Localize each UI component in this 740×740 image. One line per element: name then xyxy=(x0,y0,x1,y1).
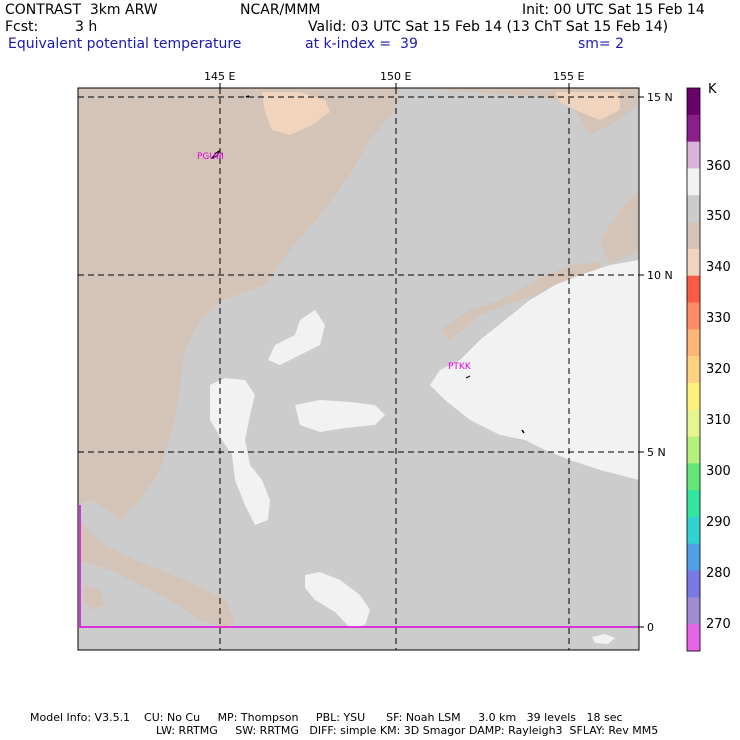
colorbar-label-360: 360 xyxy=(706,159,731,174)
colorbar-label-270: 270 xyxy=(706,617,731,632)
field-name: Equivalent potential temperature xyxy=(8,36,242,52)
lat-label-5n: 5 N xyxy=(647,446,666,459)
model-info-line2: LW: RRTMG SW: RRTMG DIFF: simple KM: 3D … xyxy=(156,724,659,737)
organization-label: NCAR/MMM xyxy=(240,2,321,18)
colorbar-frame xyxy=(686,87,701,652)
colorbar-swatch xyxy=(687,409,700,438)
level-index: at k-index = 39 xyxy=(305,36,418,52)
colorbar-swatch xyxy=(687,490,700,518)
colorbar-swatch xyxy=(687,222,700,250)
colorbar-swatch xyxy=(687,141,700,169)
contour-fill-360-island3 xyxy=(295,400,385,432)
contour-fill-340 xyxy=(78,88,400,520)
lat-label-15n: 15 N xyxy=(647,91,673,104)
colorbar-swatch xyxy=(687,436,700,464)
colorbar-swatch xyxy=(687,329,700,357)
contour-fill-340g xyxy=(83,585,105,610)
contour-fill-peach-b xyxy=(555,92,620,120)
colorbar-swatch xyxy=(687,248,700,277)
colorbar-swatch xyxy=(687,597,700,625)
forecast-hour: 3 h xyxy=(75,19,98,35)
colorbar-swatch xyxy=(687,195,700,223)
graticule xyxy=(78,88,639,650)
colorbar-swatch xyxy=(687,516,700,545)
colorbar-swatch xyxy=(687,543,700,572)
contour-fill-340d xyxy=(600,190,639,265)
colorbar-swatch xyxy=(687,275,700,303)
contour-fill-360-island1 xyxy=(268,310,325,365)
colorbar-label-330: 330 xyxy=(706,311,731,326)
contour-fill-360-island4 xyxy=(305,572,370,628)
contour-fill-peach xyxy=(262,92,330,135)
axis-ticks xyxy=(219,83,644,628)
model-info-line1: Model Info: V3.5.1 CU: No Cu MP: Thompso… xyxy=(30,711,623,724)
colorbar xyxy=(686,87,701,652)
contour-fill-340e xyxy=(440,262,600,340)
colorbar-label-340: 340 xyxy=(706,260,731,275)
chuuk-coastline xyxy=(465,375,471,379)
guam-coastline xyxy=(210,149,221,160)
forecast-label: Fcst: xyxy=(5,19,39,35)
colorbar-swatch xyxy=(687,302,700,330)
colorbar-label-310: 310 xyxy=(706,413,731,428)
domain-boundary xyxy=(79,505,639,628)
init-time: Init: 00 UTC Sat 15 Feb 14 xyxy=(522,2,705,18)
colorbar-label-320: 320 xyxy=(706,362,731,377)
smoothing-label: sm= 2 xyxy=(578,36,625,52)
colorbar-label-290: 290 xyxy=(706,515,731,530)
contour-fill-340c xyxy=(380,88,400,118)
lat-label-10n: 10 N xyxy=(647,269,673,282)
atoll-outline xyxy=(521,429,525,434)
station-pgum: PGUM xyxy=(197,152,224,162)
valid-time: Valid: 03 UTC Sat 15 Feb 14 (13 ChT Sat … xyxy=(308,19,669,35)
contour-fill-360-island5 xyxy=(592,634,615,644)
colorbar-swatch xyxy=(687,88,700,116)
lon-label-150: 150 E xyxy=(380,70,412,83)
colorbar-label-350: 350 xyxy=(706,209,731,224)
lon-label-145: 145 E xyxy=(204,70,236,83)
station-ptkk: PTKK xyxy=(448,362,471,372)
lon-label-155: 155 E xyxy=(553,70,585,83)
colorbar-label-300: 300 xyxy=(706,464,731,479)
colorbar-swatch xyxy=(687,168,700,196)
colorbar-swatch xyxy=(687,356,700,384)
contour-fill-360-east xyxy=(430,260,639,480)
colorbar-label-280: 280 xyxy=(706,566,731,581)
contour-fill-340f xyxy=(78,520,235,628)
colorbar-swatch xyxy=(687,382,700,411)
colorbar-swatch xyxy=(687,463,700,491)
colorbar-unit: K xyxy=(708,82,717,97)
northern-islet xyxy=(245,95,250,98)
colorbar-swatch xyxy=(687,570,700,598)
map-frame xyxy=(77,87,640,651)
lat-label-0: 0 xyxy=(647,621,654,634)
colorbar-swatch xyxy=(687,114,700,143)
colorbar-swatch xyxy=(687,624,700,652)
model-title: CONTRAST 3km ARW xyxy=(5,2,158,18)
